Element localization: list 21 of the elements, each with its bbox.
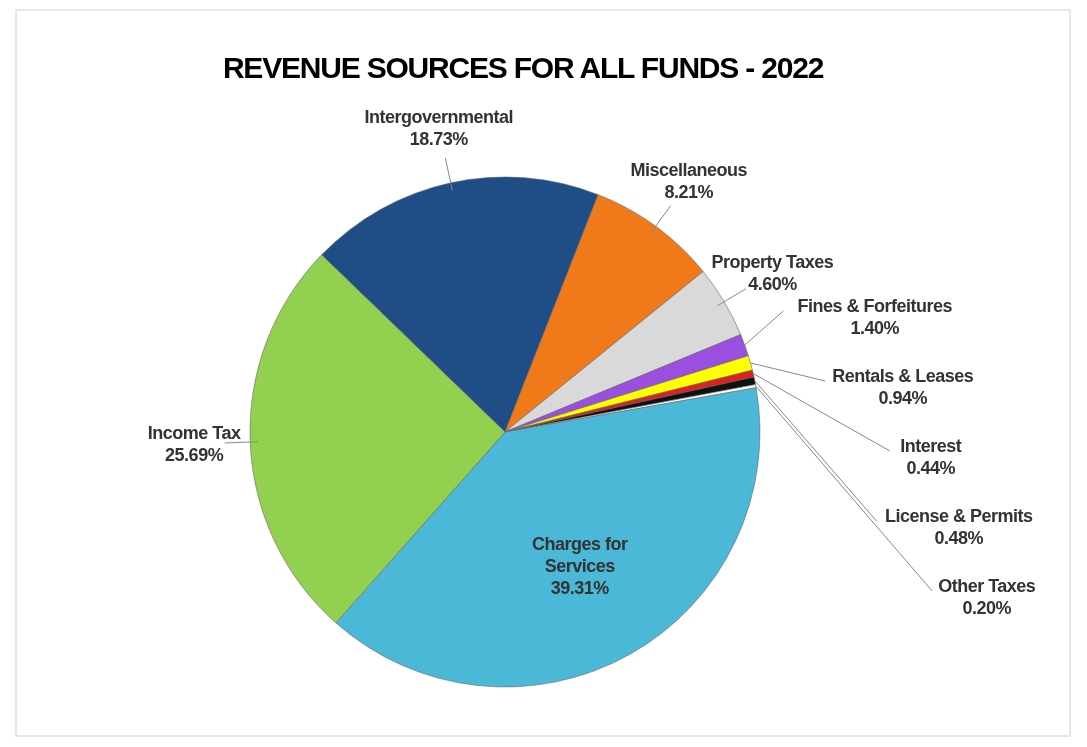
data-label: 8.21% <box>664 181 714 202</box>
slice-label: Charges for Services <box>531 533 628 576</box>
slice-label: License & Permits <box>884 506 1034 526</box>
data-label: 4.60% <box>748 274 798 294</box>
slice-label: Miscellaneous <box>630 159 748 180</box>
slice-label: Fines & Forfeitures <box>797 296 953 316</box>
slice-label: Other Taxes <box>938 576 1036 596</box>
slice-label: Intergovernmental <box>364 107 514 128</box>
slice-label: Rentals & Leases <box>832 366 974 386</box>
data-label: 1.40% <box>850 318 900 338</box>
data-label: 25.69% <box>165 445 224 466</box>
data-label: 0.48% <box>934 528 984 548</box>
data-label: 39.31% <box>550 577 610 598</box>
data-label: 0.20% <box>962 598 1012 618</box>
data-label: 18.73% <box>409 129 469 150</box>
data-label: 0.94% <box>878 388 928 408</box>
slice-label: Property Taxes <box>711 252 834 272</box>
chart-title: REVENUE SOURCES FOR ALL FUNDS - 2022 <box>222 51 824 84</box>
slice-label: Income Tax <box>147 423 241 444</box>
slice-label: Interest <box>900 436 962 456</box>
data-label: 0.44% <box>906 458 956 478</box>
